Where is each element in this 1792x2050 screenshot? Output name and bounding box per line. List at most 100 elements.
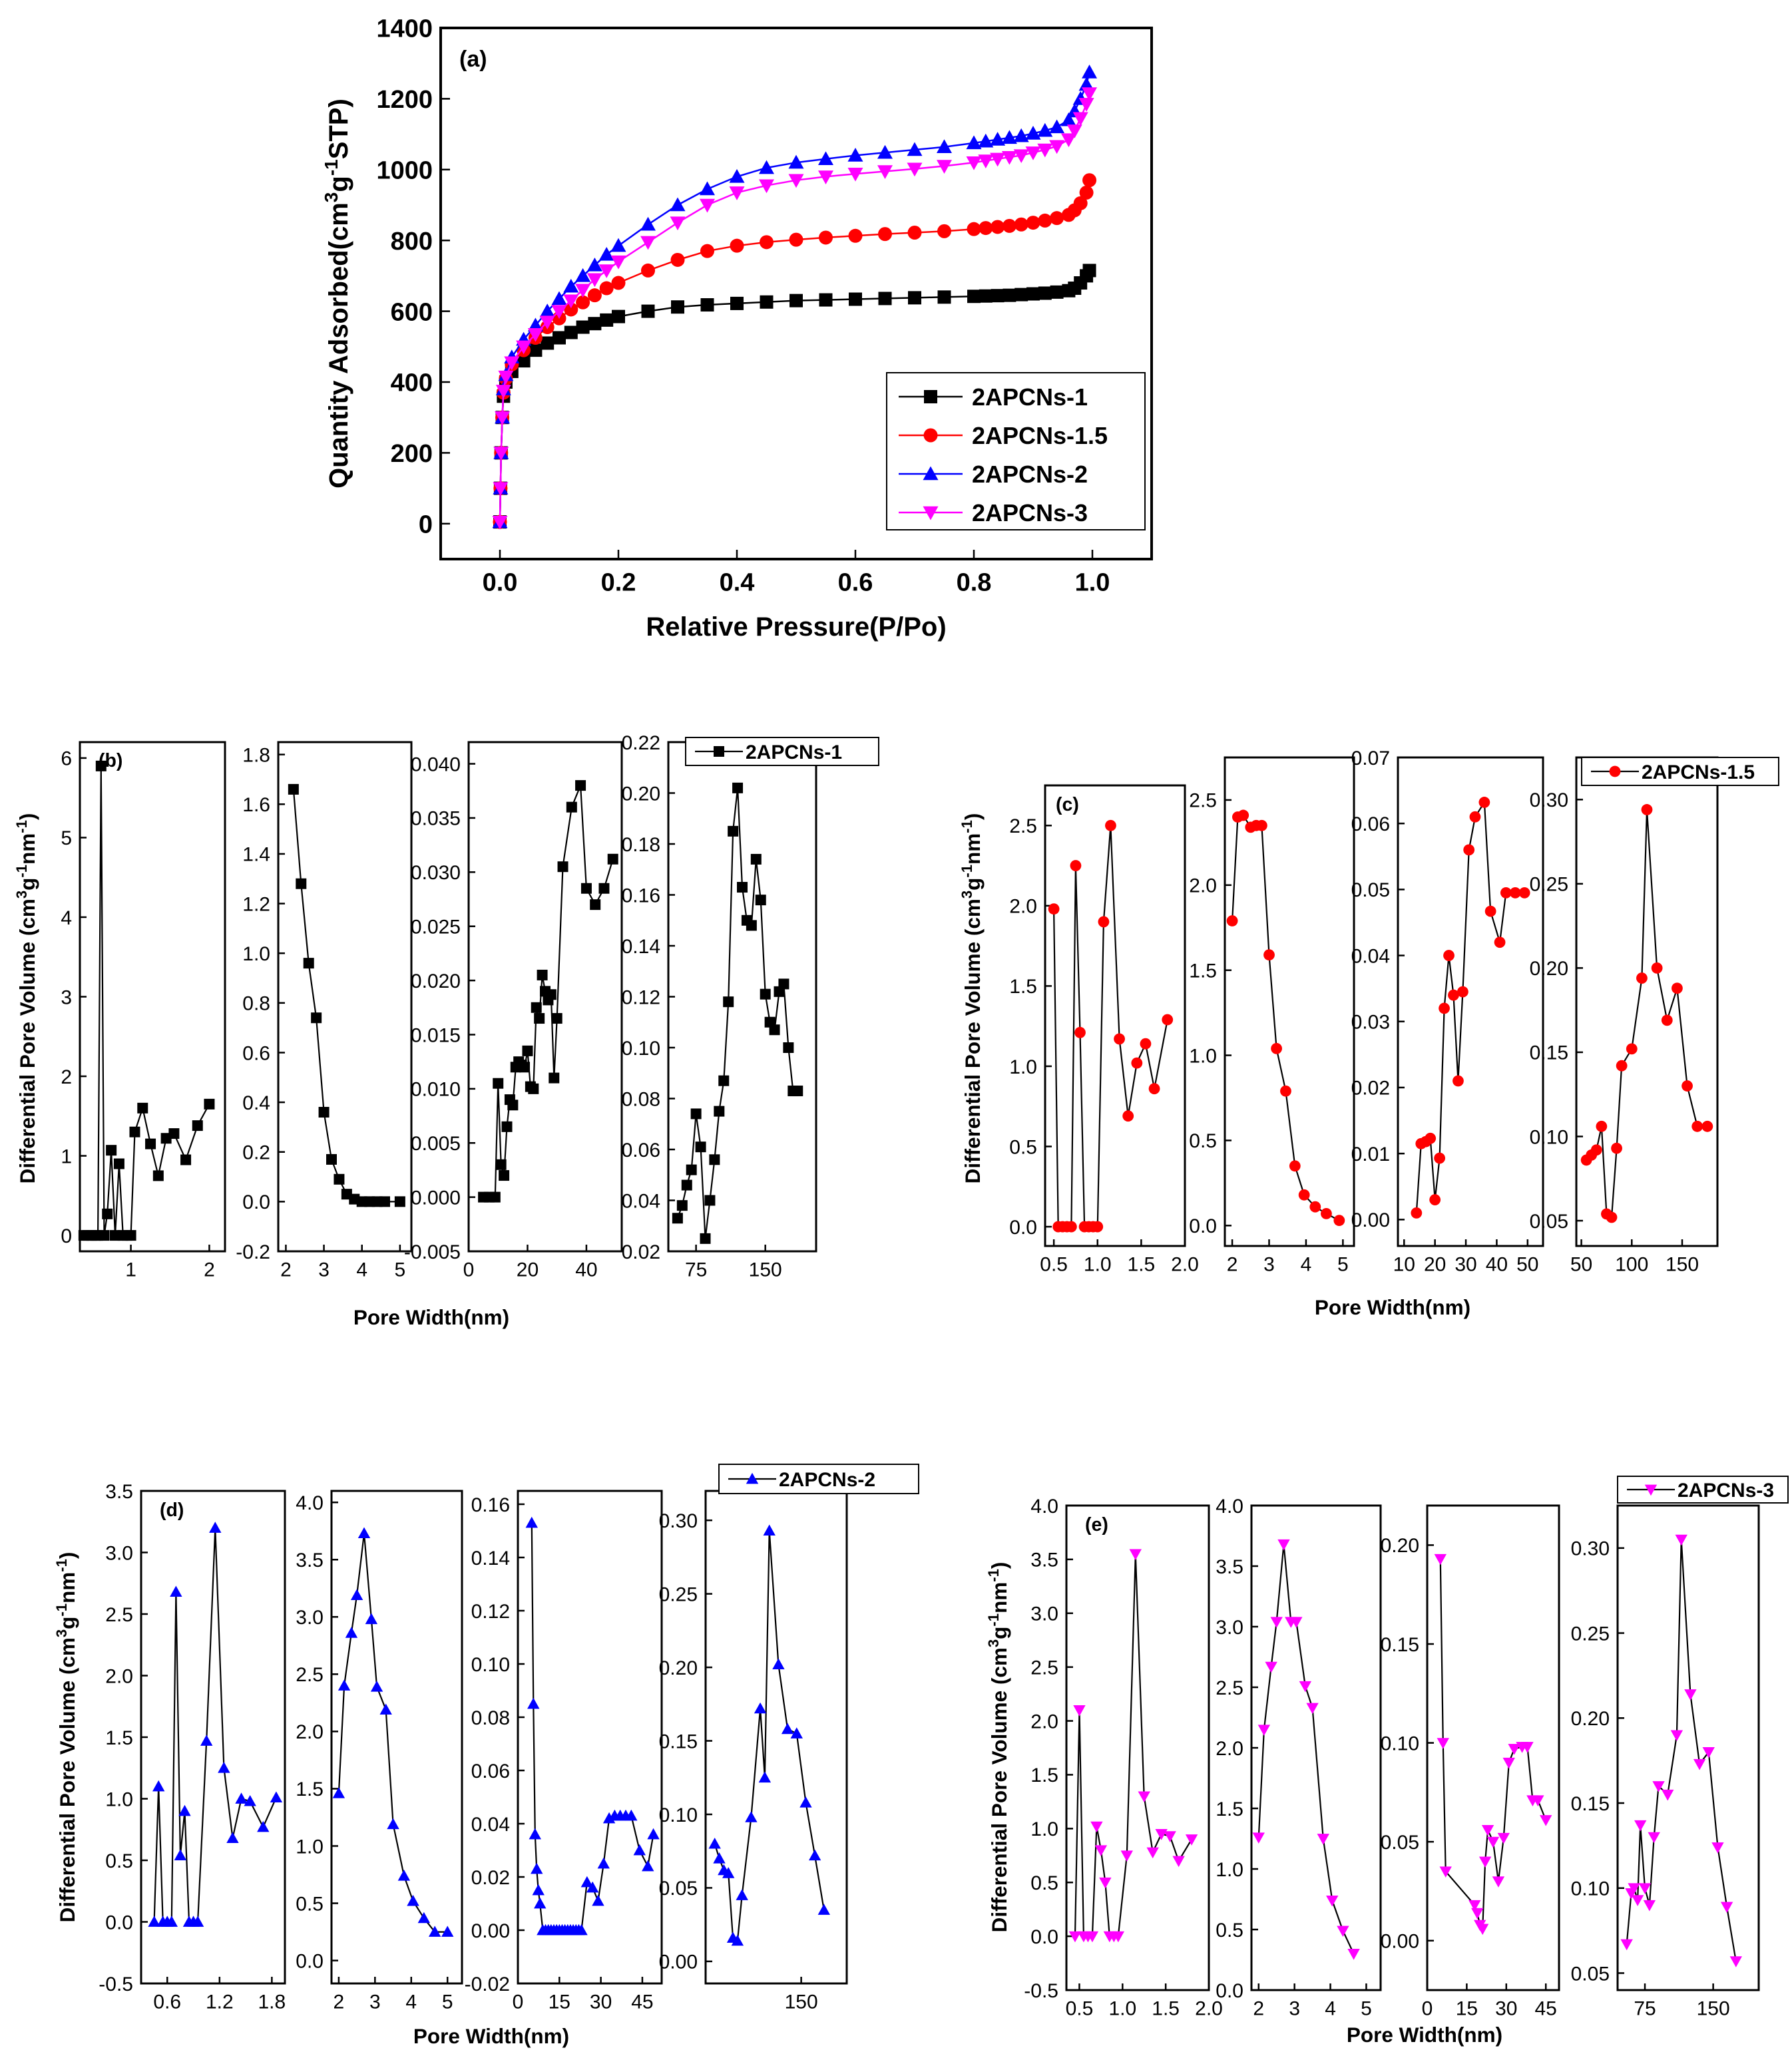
y-tick-label: 0.18 [622,834,660,856]
data-point [1065,1221,1077,1233]
data-point [394,1196,405,1207]
data-point [907,225,922,240]
y-tick-label: 0.015 [411,1024,461,1046]
series-line [1415,799,1525,1213]
data-point [979,289,993,303]
y-tick-label: 1.0 [296,1836,324,1858]
data-point [1270,1617,1283,1628]
data-point [750,853,762,865]
data-point [365,1613,378,1625]
data-point [1148,1083,1160,1095]
data-point [790,1727,803,1739]
data-point [1540,1815,1552,1826]
data-point [799,1796,812,1808]
data-point [545,989,557,1000]
data-point [1448,989,1459,1001]
y-tick-label: 0.05 [1530,1211,1568,1233]
y-tick-label: -0.2 [236,1241,270,1263]
x-tick-label: 75 [1634,1998,1656,2020]
data-point [191,1916,204,1927]
data-point [1048,903,1060,915]
data-point [1484,905,1496,917]
data-point [1518,887,1530,899]
data-point [587,288,602,303]
data-point [1298,1189,1310,1201]
data-point [1701,1120,1713,1132]
data-point [318,1107,330,1118]
y-tick-label: 0.25 [1530,874,1568,896]
data-point [1681,1080,1693,1092]
data-point [1068,1931,1082,1943]
data-point [575,780,586,791]
x-tick-label: 2 [280,1259,292,1281]
data-point [106,1145,117,1156]
data-point [1457,986,1468,998]
data-point [576,295,590,309]
data-point [704,1195,716,1206]
data-point [563,278,579,293]
y-tick-label: 0.20 [622,783,660,805]
data-point [218,1762,230,1773]
subplot-b-3: 0 20 40 -0.005 0.000 0.005 0.010 0.015 0.020 0.02… [404,741,623,1281]
data-point [729,168,745,183]
y-tick-label: 4.0 [1030,1496,1058,1518]
subplot-e-4: 75 150 0.05 0.10 0.15 0.20 0.25 0.30 [1571,1504,1760,2020]
data-point [1050,285,1064,299]
y-tick-label: 6 [61,748,72,770]
x-tick-label: 1.8 [258,1991,286,2013]
data-point [1317,1834,1329,1845]
data-point [1082,264,1096,278]
subplot-d-1: 0.6 1.2 1.8 -0.5 0.0 0.5 1.0 1.5 2.0 2.5 3.0 3.5 [99,1481,286,2013]
data-point [1112,1931,1125,1943]
series-line [499,93,1090,522]
data-point [642,1860,654,1872]
data-point [818,170,833,184]
y-tick-label: 1.0 [1030,1818,1058,1840]
data-point [978,133,994,148]
data-point [1026,287,1040,301]
x-tick-label: 75 [685,1259,707,1281]
subplot-b-2: 2 3 4 5 -0.2 0.0 0.2 0.4 0.6 0.8 1.0 1.2 1.4 1.6 1.8 [236,741,413,1281]
y-tick-label: 0.04 [1351,945,1390,967]
data-point [633,1844,646,1856]
data-point [1691,1120,1703,1132]
data-point [1140,1038,1152,1050]
data-point [334,1173,345,1185]
data-point [1497,1832,1510,1844]
y-tick-label: 0.5 [1009,1136,1037,1158]
legend: 2APCNs-1 2APCNs-1.5 2APCNs-2 2APCNs-3 [886,372,1146,530]
y-tick-label: 0 [419,511,433,538]
data-point [1025,126,1041,140]
data-point [686,1164,697,1175]
y-tick-label: 3.5 [1030,1549,1058,1571]
data-point [1025,146,1041,160]
data-point [332,1787,345,1798]
x-tick-label: 10 [1393,1254,1415,1276]
y-axis-label: Differential Pore Volume (cm3g-1nm-1) [985,1562,1012,1933]
data-point [226,1832,239,1844]
y-tick-label: 0.025 [411,917,461,938]
y-tick-label: 0.00 [1381,1931,1419,1953]
legend-label: 2APCNs-1 [972,383,1088,411]
data-point [1082,87,1098,101]
y-tick-label: 0.12 [622,986,660,1008]
legend-label: 2APCNs-1.5 [1642,761,1755,783]
data-point [1648,1832,1660,1844]
y-tick-label: 3.5 [105,1481,133,1503]
y-tick-label: 0.5 [1189,1130,1217,1152]
series-line [1586,809,1707,1219]
data-point [1636,972,1648,984]
data-point [1098,916,1110,928]
data-point [1038,213,1052,228]
data-point [357,1527,371,1539]
data-point [1001,130,1017,144]
x-tick-label: 0 [1422,1998,1433,2020]
data-point [714,1106,725,1117]
y-tick-label: 0.16 [622,885,660,907]
data-point [788,174,804,188]
y-tick-label: 0.10 [1530,1126,1568,1148]
data-point [129,1126,140,1137]
data-point [257,1820,270,1832]
y-tick-label: 0.010 [411,1079,461,1101]
data-point [967,222,981,236]
